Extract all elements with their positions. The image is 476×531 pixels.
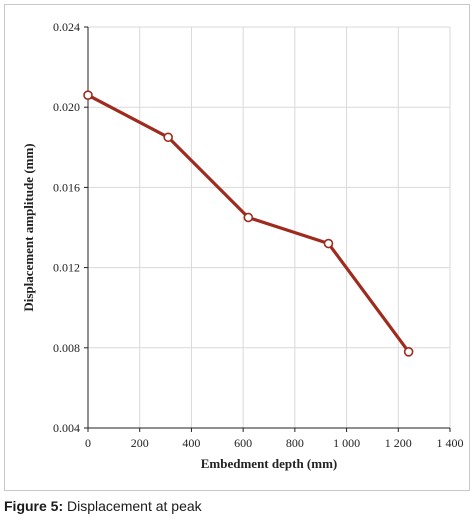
caption-text: Displacement at peak [67, 498, 202, 514]
x-tick-label-3: 600 [234, 436, 252, 450]
x-tick-label-2: 400 [182, 436, 200, 450]
figure-caption: Figure 5: Displacement at peak [4, 498, 202, 514]
x-tick-label-6: 1 200 [385, 436, 412, 450]
data-point-3 [323, 238, 334, 249]
x-tick-label-0: 0 [85, 436, 91, 450]
y-tick-label-3: 0.016 [53, 180, 80, 194]
x-tick-label-5: 1 000 [333, 436, 360, 450]
data-point-0 [83, 90, 93, 100]
y-tick-label-4: 0.020 [53, 100, 80, 114]
data-point-4 [403, 347, 414, 357]
figure-frame [4, 4, 470, 491]
data-series [83, 90, 414, 357]
displacement-chart: 0 200 400 600 800 1 000 1 200 1 400 0.004 0.008 0.… [21, 20, 464, 471]
caption-label: Figure 5: [4, 498, 64, 514]
axes [84, 26, 451, 432]
x-axis-title: Embedment depth (mm) [201, 456, 338, 471]
y-tick-label-1: 0.008 [53, 341, 80, 355]
data-point-1 [163, 132, 173, 143]
y-tick-label-2: 0.012 [53, 261, 80, 275]
grid-lines [88, 26, 451, 428]
y-tick-label-5: 0.024 [53, 20, 80, 34]
tick-labels: 0 200 400 600 800 1 000 1 200 1 400 0.004 0.008 0.… [53, 20, 464, 450]
data-point-2 [243, 212, 254, 223]
x-tick-label-7: 1 400 [437, 436, 464, 450]
y-tick-label-0: 0.004 [53, 421, 80, 435]
y-axis-title: Displacement amplitude (mm) [21, 143, 36, 311]
series-line-0 [86, 93, 411, 354]
x-tick-label-1: 200 [131, 436, 149, 450]
x-tick-label-4: 800 [286, 436, 304, 450]
